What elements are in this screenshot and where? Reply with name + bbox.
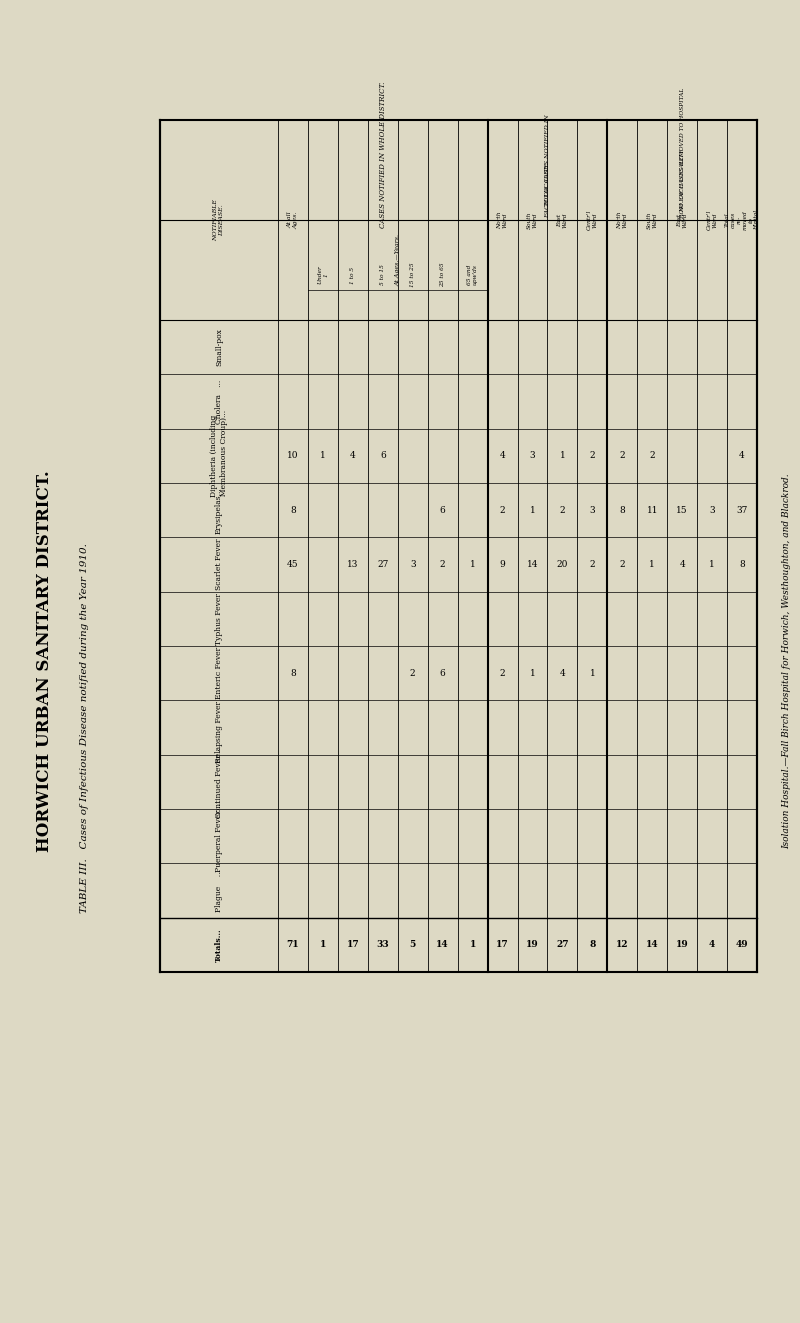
Text: Totals...: Totals... bbox=[215, 927, 223, 962]
Text: 4: 4 bbox=[559, 668, 566, 677]
Text: 2: 2 bbox=[650, 451, 655, 460]
Text: South
Ward: South Ward bbox=[647, 212, 658, 229]
Text: 15 to 25: 15 to 25 bbox=[410, 263, 415, 287]
Text: 2: 2 bbox=[410, 668, 415, 677]
Text: 8: 8 bbox=[739, 560, 745, 569]
Text: North
Ward: North Ward bbox=[617, 212, 628, 229]
Text: 4: 4 bbox=[350, 451, 356, 460]
Text: 8: 8 bbox=[290, 505, 296, 515]
Text: Typhus Fever: Typhus Fever bbox=[215, 593, 223, 644]
Text: Erysipelas...: Erysipelas... bbox=[215, 487, 223, 533]
Text: 37: 37 bbox=[736, 505, 748, 515]
Text: Enteric Fever: Enteric Fever bbox=[215, 647, 223, 700]
Text: Isolation Hospital.—Fall Birch Hospital for Horwich, Westhoughton, and Blackrod.: Isolation Hospital.—Fall Birch Hospital … bbox=[782, 474, 791, 849]
Text: TABLE III.   Cases of Infectious Disease notified during the Year 1910.: TABLE III. Cases of Infectious Disease n… bbox=[81, 542, 90, 913]
Text: 2: 2 bbox=[619, 451, 625, 460]
Text: 2: 2 bbox=[500, 505, 506, 515]
Text: 3: 3 bbox=[590, 505, 595, 515]
Text: HORWICH URBAN SANITARY DISTRICT.: HORWICH URBAN SANITARY DISTRICT. bbox=[37, 471, 54, 852]
Text: 1: 1 bbox=[559, 451, 566, 460]
Text: 1: 1 bbox=[710, 560, 715, 569]
Text: Plague    ...: Plague ... bbox=[215, 869, 223, 912]
Text: Scarlet Fever: Scarlet Fever bbox=[215, 538, 223, 590]
Text: Total
cases
re-
moved
to
H'pital: Total cases re- moved to H'pital bbox=[725, 210, 759, 230]
Text: FROM EACH LOCALITY.: FROM EACH LOCALITY. bbox=[680, 148, 685, 222]
Text: 8: 8 bbox=[290, 668, 296, 677]
Text: 1: 1 bbox=[470, 560, 475, 569]
Text: 1: 1 bbox=[530, 668, 535, 677]
Text: 1: 1 bbox=[590, 668, 595, 677]
Text: 1: 1 bbox=[530, 505, 535, 515]
Text: 14: 14 bbox=[526, 560, 538, 569]
Text: 3: 3 bbox=[710, 505, 715, 515]
Text: 17: 17 bbox=[346, 941, 359, 950]
Text: 19: 19 bbox=[526, 941, 539, 950]
Text: 1: 1 bbox=[470, 941, 476, 950]
Text: 2: 2 bbox=[590, 560, 595, 569]
Text: 71: 71 bbox=[286, 941, 299, 950]
Text: 2: 2 bbox=[559, 505, 566, 515]
Text: 1: 1 bbox=[650, 560, 655, 569]
Text: 6: 6 bbox=[440, 505, 446, 515]
Text: Cholera   ...: Cholera ... bbox=[215, 380, 223, 423]
Text: TOTAL CASES NOTIFIED IN: TOTAL CASES NOTIFIED IN bbox=[545, 114, 550, 206]
Text: 17: 17 bbox=[496, 941, 509, 950]
Text: North
Ward: North Ward bbox=[497, 212, 508, 229]
Text: NOTIFIABLE
DISEASE.: NOTIFIABLE DISEASE. bbox=[214, 198, 224, 241]
Text: East
Ward: East Ward bbox=[557, 212, 568, 228]
Text: 14: 14 bbox=[436, 941, 449, 950]
Text: 2: 2 bbox=[500, 668, 506, 677]
Text: 4: 4 bbox=[679, 560, 685, 569]
Text: Continued Fever ...: Continued Fever ... bbox=[215, 745, 223, 819]
Text: Centr'l
Ward: Centr'l Ward bbox=[587, 210, 598, 230]
Text: 15: 15 bbox=[676, 505, 688, 515]
Text: 33: 33 bbox=[377, 941, 389, 950]
Text: 2: 2 bbox=[619, 560, 625, 569]
Text: At Ages.—Years.: At Ages.—Years. bbox=[395, 234, 400, 286]
Text: 13: 13 bbox=[347, 560, 358, 569]
Text: Relapsing Fever ...: Relapsing Fever ... bbox=[215, 692, 223, 763]
Text: 5: 5 bbox=[410, 941, 416, 950]
Text: NO. OF CASES REMOVED TO HOSPITAL: NO. OF CASES REMOVED TO HOSPITAL bbox=[680, 87, 685, 212]
Text: 1 to 5: 1 to 5 bbox=[350, 266, 355, 283]
Text: EACH LOCALITY.: EACH LOCALITY. bbox=[545, 161, 550, 218]
Text: 3: 3 bbox=[410, 560, 415, 569]
Text: South
Ward: South Ward bbox=[527, 212, 538, 229]
Text: Diphtheria (including
  Membranous Croup)...: Diphtheria (including Membranous Croup).… bbox=[210, 410, 227, 501]
Text: 8: 8 bbox=[619, 505, 625, 515]
Text: CASES NOTIFIED IN WHOLE DISTRICT.: CASES NOTIFIED IN WHOLE DISTRICT. bbox=[378, 82, 386, 228]
Text: 8: 8 bbox=[589, 941, 595, 950]
Text: 2: 2 bbox=[590, 451, 595, 460]
Text: Centr'l
Ward: Centr'l Ward bbox=[706, 210, 718, 230]
Text: 65 and
upw'ds: 65 and upw'ds bbox=[467, 265, 478, 286]
Text: 10: 10 bbox=[287, 451, 298, 460]
Text: Small-pox: Small-pox bbox=[215, 328, 223, 366]
Text: 14: 14 bbox=[646, 941, 658, 950]
Text: 12: 12 bbox=[616, 941, 629, 950]
Text: 6: 6 bbox=[440, 668, 446, 677]
Text: 4: 4 bbox=[709, 941, 715, 950]
Text: At all
Ages.: At all Ages. bbox=[287, 212, 298, 229]
Text: 11: 11 bbox=[646, 505, 658, 515]
Text: 25 to 65: 25 to 65 bbox=[440, 263, 445, 287]
Text: 45: 45 bbox=[287, 560, 298, 569]
Text: 9: 9 bbox=[500, 560, 506, 569]
Text: 20: 20 bbox=[557, 560, 568, 569]
Text: Under
1: Under 1 bbox=[318, 266, 328, 284]
Text: 49: 49 bbox=[736, 941, 748, 950]
Text: 6: 6 bbox=[380, 451, 386, 460]
Text: 2: 2 bbox=[440, 560, 446, 569]
Text: 1: 1 bbox=[320, 941, 326, 950]
Text: Puerperal Fever ...: Puerperal Fever ... bbox=[215, 800, 223, 872]
Text: 4: 4 bbox=[739, 451, 745, 460]
Text: 4: 4 bbox=[500, 451, 506, 460]
Text: East
Ward: East Ward bbox=[677, 212, 687, 228]
Text: 19: 19 bbox=[676, 941, 689, 950]
Text: 3: 3 bbox=[530, 451, 535, 460]
Text: 5 to 15: 5 to 15 bbox=[380, 265, 386, 286]
Text: 27: 27 bbox=[556, 941, 569, 950]
Text: 27: 27 bbox=[377, 560, 389, 569]
Text: 1: 1 bbox=[320, 451, 326, 460]
